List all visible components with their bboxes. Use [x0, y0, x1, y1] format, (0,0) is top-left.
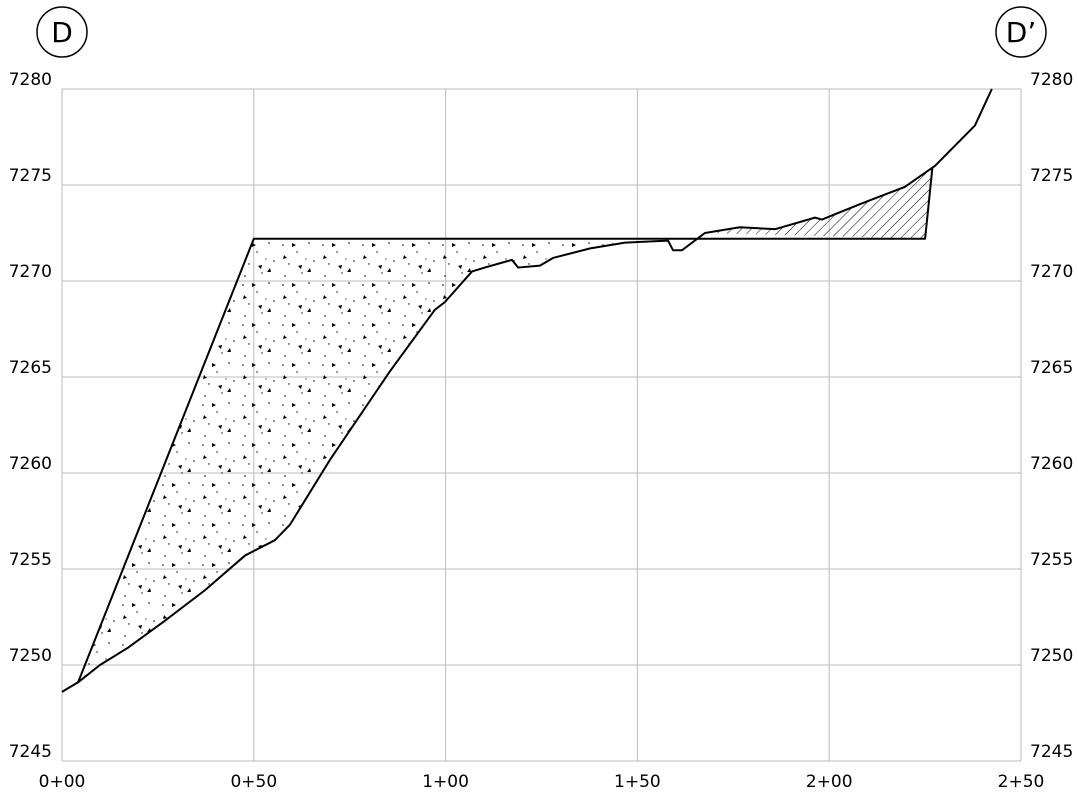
y-tick-label: 7255 [9, 550, 52, 570]
y-tick-label: 7275 [1030, 166, 1073, 186]
x-tick-label: 0+50 [230, 772, 277, 792]
x-tick-label: 2+00 [806, 772, 853, 792]
section-marker [36, 6, 88, 58]
y-tick-label: 7250 [1030, 646, 1073, 666]
design-line [77, 167, 934, 683]
y-tick-label: 7265 [9, 358, 52, 378]
section-label: D [51, 16, 73, 49]
y-tick-label: 7270 [1030, 262, 1073, 282]
x-tick-label: 2+50 [998, 772, 1045, 792]
y-tick-label: 7260 [1030, 454, 1073, 474]
x-tick-label: 1+00 [422, 772, 469, 792]
y-tick-label: 7265 [1030, 358, 1073, 378]
y-tick-label: 7245 [9, 742, 52, 762]
y-tick-label: 7260 [9, 454, 52, 474]
section-marker [995, 6, 1047, 58]
cut-area [704, 167, 933, 239]
y-tick-label: 7270 [9, 262, 52, 282]
y-tick-label: 7275 [9, 166, 52, 186]
section-label: D’ [1006, 16, 1036, 49]
y-tick-label: 7280 [1030, 70, 1073, 90]
y-tick-label: 7280 [9, 70, 52, 90]
x-tick-label: 0+00 [39, 772, 86, 792]
x-tick-label: 1+50 [614, 772, 661, 792]
y-tick-label: 7245 [1030, 742, 1073, 762]
y-tick-label: 7250 [9, 646, 52, 666]
y-tick-label: 7255 [1030, 550, 1073, 570]
ground-line [61, 88, 993, 693]
